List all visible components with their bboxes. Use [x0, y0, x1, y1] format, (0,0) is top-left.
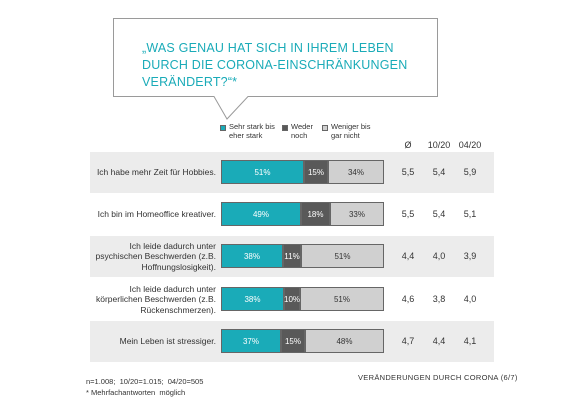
stat-value: 4,0: [463, 294, 477, 304]
bar-segment: 10%: [284, 287, 300, 311]
bar-segment: 38%: [221, 287, 284, 311]
row-label: Mein Leben ist stressiger.: [119, 336, 216, 347]
data-label: 51%: [334, 251, 351, 261]
legend-label-text: Sehr stark bis eher stark: [229, 122, 275, 140]
row-label: Ich habe mehr Zeit für Hobbies.: [96, 167, 216, 178]
question-text: „WAS GENAU HAT SICH IN IHREM LEBEN DURCH…: [142, 41, 408, 89]
bar-segment: 48%: [305, 329, 384, 353]
row-label: Ich leide dadurch unter psychischen Besc…: [95, 240, 216, 272]
legend-label: Sehr stark bis eher stark: [229, 122, 283, 140]
bar-segment: 51%: [300, 287, 384, 311]
data-label: 10%: [284, 294, 301, 304]
data-label: 38%: [243, 251, 260, 261]
bar-segment: 34%: [328, 160, 384, 184]
data-label: 34%: [347, 167, 364, 177]
stat-value: 4,7: [401, 336, 415, 346]
bar-segment: 15%: [281, 329, 305, 353]
data-label: 48%: [336, 336, 353, 346]
column-header: 04/20: [458, 140, 482, 150]
legend-label: Weniger bis gar nicht: [331, 122, 379, 140]
bar-segment: 11%: [283, 244, 301, 268]
stat-value: 4,6: [401, 294, 415, 304]
stat-value: 5,4: [432, 167, 446, 177]
data-label: 38%: [244, 294, 261, 304]
legend-swatch: [282, 125, 288, 131]
legend-label: Weder noch: [291, 122, 315, 140]
sample-size-note: n=1.008; 10/20=1.015; 04/20=505: [86, 377, 204, 386]
stat-value: 3,8: [432, 294, 446, 304]
slide-footer-title: VERÄNDERUNGEN DURCH CORONA (6/7): [358, 373, 518, 382]
stat-value: 4,4: [432, 336, 446, 346]
stat-value: 4,4: [401, 251, 415, 261]
stat-value: 4,1: [463, 336, 477, 346]
bar-segment: 51%: [221, 160, 304, 184]
data-label: 37%: [242, 336, 259, 346]
data-label: 18%: [307, 209, 324, 219]
bar-segment: 37%: [221, 329, 281, 353]
stat-value: 5,5: [401, 167, 415, 177]
row-label: Ich bin im Homeoffice kreativer.: [97, 209, 216, 220]
data-label: 51%: [254, 167, 271, 177]
bar-segment: 33%: [330, 202, 384, 226]
data-label: 15%: [307, 167, 324, 177]
column-header: Ø: [404, 140, 412, 150]
bar-segment: 18%: [301, 202, 330, 226]
column-header: 10/20: [427, 140, 451, 150]
bar-segment: 51%: [301, 244, 384, 268]
stat-value: 5,5: [401, 209, 415, 219]
legend-swatch: [322, 125, 328, 131]
data-label: 15%: [284, 336, 301, 346]
stat-value: 5,4: [432, 209, 446, 219]
multiple-answers-note: * Mehrfachantworten möglich: [86, 388, 186, 397]
bar-segment: 15%: [304, 160, 328, 184]
stat-value: 3,9: [463, 251, 477, 261]
legend-label-text: Weniger bis gar nicht: [331, 122, 371, 140]
data-label: 51%: [333, 294, 350, 304]
data-label: 33%: [348, 209, 365, 219]
legend-label-text: Weder noch: [291, 122, 313, 140]
stat-value: 4,0: [432, 251, 446, 261]
data-label: 49%: [252, 209, 269, 219]
stat-value: 5,1: [463, 209, 477, 219]
bar-segment: 49%: [221, 202, 301, 226]
legend-swatch: [220, 125, 226, 131]
bar-segment: 38%: [221, 244, 283, 268]
data-label: 11%: [284, 251, 300, 261]
stat-value: 5,9: [463, 167, 477, 177]
row-label: Ich leide dadurch unter körperlichen Bes…: [95, 283, 216, 315]
